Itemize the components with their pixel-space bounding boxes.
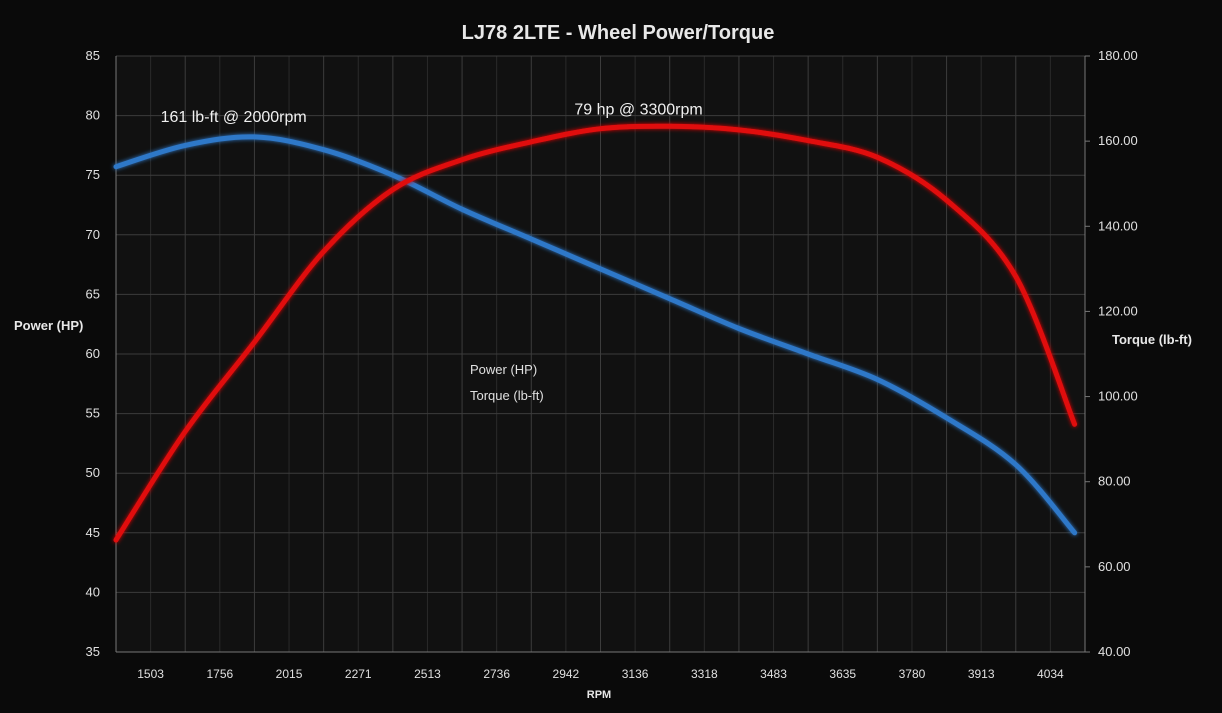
x-tick-label: 1503 <box>137 667 164 681</box>
right-tick-label: 120.00 <box>1098 303 1138 318</box>
torque-data-point <box>1073 532 1076 534</box>
right-tick-label: 100.00 <box>1098 389 1138 404</box>
torque-data-point <box>945 417 948 419</box>
torque-data-point <box>184 144 187 147</box>
left-tick-label: 80 <box>86 108 100 123</box>
power-data-point <box>1014 275 1017 278</box>
power-data-point <box>945 199 948 202</box>
torque-data-point <box>599 268 602 270</box>
right-tick-label: 140.00 <box>1098 218 1138 233</box>
x-tick-label: 3780 <box>899 667 926 681</box>
right-tick-label: 40.00 <box>1098 644 1131 659</box>
left-axis-title: Power (HP) <box>14 318 83 333</box>
torque-data-point <box>668 297 671 300</box>
annotations: 161 lb-ft @ 2000rpm 79 hp @ 3300rpm <box>161 101 703 126</box>
x-tick-label: 2736 <box>483 667 510 681</box>
x-tick-label: 2015 <box>276 667 303 681</box>
left-tick-label: 45 <box>86 525 100 540</box>
right-tick-label: 180.00 <box>1098 48 1138 63</box>
right-tick-label: 80.00 <box>1098 474 1131 489</box>
right-tick-label: 60.00 <box>1098 559 1131 574</box>
power-data-point <box>1073 423 1076 426</box>
x-tick-label: 1756 <box>206 667 233 681</box>
torque-data-point <box>392 174 394 176</box>
torque-data-point <box>530 238 533 240</box>
legend: Power (HP) Torque (lb-ft) <box>441 362 544 403</box>
right-axis-title: Torque (lb-ft) <box>1112 332 1192 347</box>
power-data-point <box>322 250 325 253</box>
axes: 35 40 45 50 55 60 65 70 75 80 85 40.00 60.00 80.00 100… <box>86 48 1138 681</box>
power-data-point <box>461 158 463 161</box>
legend-label-power: Power (HP) <box>470 362 537 377</box>
power-data-point <box>876 156 879 159</box>
power-data-point <box>253 341 256 343</box>
power-data-point <box>184 430 187 433</box>
x-tick-label: 4034 <box>1037 667 1064 681</box>
left-tick-label: 60 <box>86 346 100 361</box>
torque-data-point <box>115 165 117 168</box>
peak-annotation: 79 hp @ 3300rpm <box>574 101 702 118</box>
power-data-point <box>392 188 394 191</box>
left-tick-label: 70 <box>86 227 100 242</box>
x-tick-label: 3318 <box>691 667 718 681</box>
grid <box>115 55 1086 653</box>
power-data-point <box>738 129 740 131</box>
power-data-point <box>668 125 671 128</box>
torque-data-point <box>253 136 256 138</box>
torque-data-point <box>322 148 325 151</box>
power-data-point <box>599 127 602 130</box>
torque-data-point <box>807 353 809 355</box>
x-axis-title: RPM <box>587 689 611 701</box>
x-tick-label: 2942 <box>553 667 580 681</box>
left-tick-label: 85 <box>86 48 100 63</box>
left-tick-label: 65 <box>86 286 100 301</box>
x-tick-label: 3136 <box>622 667 649 681</box>
x-tick-label: 2271 <box>345 667 372 681</box>
power-data-point <box>115 539 117 541</box>
power-data-point <box>807 139 809 142</box>
torque-data-point <box>1014 463 1017 466</box>
chart-title: LJ78 2LTE - Wheel Power/Torque <box>462 22 775 44</box>
torque-data-point <box>876 378 879 381</box>
left-tick-label: 75 <box>86 167 100 182</box>
right-tick-label: 160.00 <box>1098 133 1138 148</box>
left-tick-label: 50 <box>86 465 100 480</box>
power-data-point <box>530 141 533 143</box>
left-tick-label: 40 <box>86 584 100 599</box>
left-tick-label: 55 <box>86 406 100 421</box>
legend-label-torque: Torque (lb-ft) <box>470 388 544 403</box>
peak-annotation: 161 lb-ft @ 2000rpm <box>161 109 307 126</box>
series <box>113 123 1078 543</box>
x-tick-label: 3483 <box>760 667 787 681</box>
left-tick-label: 35 <box>86 644 100 659</box>
torque-data-point <box>738 327 740 330</box>
torque-data-point <box>461 208 463 211</box>
x-tick-label: 2513 <box>414 667 441 681</box>
x-tick-label: 3635 <box>829 667 856 681</box>
x-tick-label: 3913 <box>968 667 995 681</box>
